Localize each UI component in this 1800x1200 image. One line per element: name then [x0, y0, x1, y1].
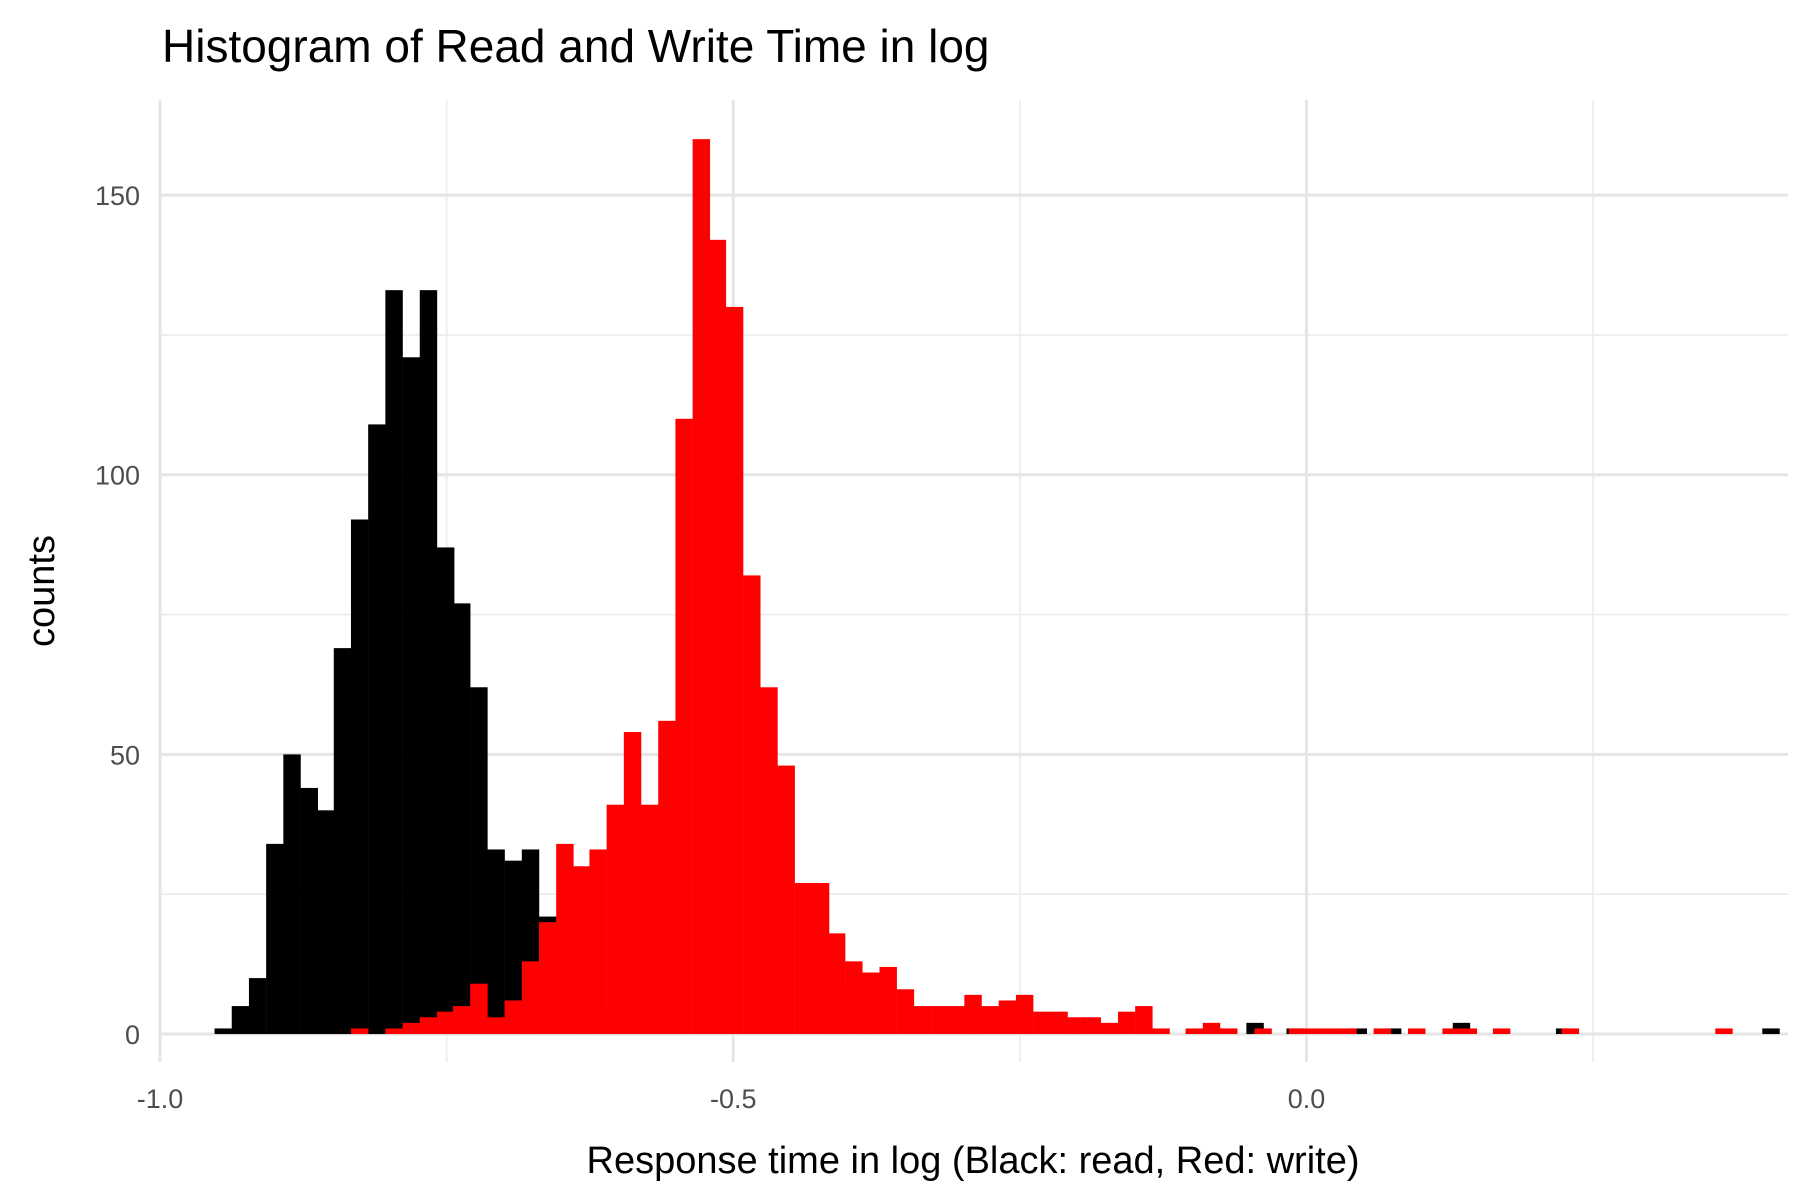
write-histogram-bar: [1459, 1028, 1478, 1035]
read-histogram-bar: [504, 860, 523, 1035]
write-histogram-bar: [1408, 1028, 1426, 1035]
write-histogram-bar: [845, 961, 863, 1035]
read-histogram-bar: [231, 1006, 250, 1035]
write-histogram-bar: [1715, 1028, 1733, 1035]
write-histogram-bar: [1015, 994, 1034, 1035]
read-histogram-bar: [266, 843, 284, 1035]
x-tick-label: 0.0: [1288, 1084, 1326, 1114]
write-histogram-bar: [521, 961, 540, 1035]
read-histogram-bar: [214, 1028, 232, 1035]
write-histogram-bar: [487, 1017, 505, 1035]
write-histogram-bar: [1305, 1028, 1324, 1035]
write-histogram-bar: [794, 883, 813, 1035]
write-histogram-bar: [879, 966, 897, 1035]
write-histogram-bar: [436, 1011, 455, 1035]
write-histogram-bar: [1202, 1022, 1221, 1035]
write-histogram-bar: [1083, 1017, 1101, 1035]
write-histogram-bar: [827, 933, 846, 1035]
x-axis-title: Response time in log (Black: read, Red: …: [587, 1140, 1360, 1182]
write-histogram-bar: [1288, 1028, 1307, 1035]
write-histogram-bar: [692, 139, 711, 1035]
write-histogram-bar: [760, 687, 778, 1035]
write-histogram-bar: [623, 732, 642, 1035]
write-histogram-bar: [504, 1000, 523, 1035]
write-histogram-bar: [896, 989, 915, 1035]
write-histogram-bar: [1323, 1028, 1341, 1035]
read-histogram-bar: [436, 547, 455, 1035]
read-histogram-bar: [248, 978, 267, 1035]
read-histogram-bar: [333, 648, 352, 1035]
write-histogram-bar: [641, 804, 659, 1035]
write-histogram-bar: [453, 1006, 471, 1035]
read-histogram-bar: [316, 810, 335, 1035]
write-histogram-bar: [981, 1006, 999, 1035]
write-histogram-bar: [402, 1022, 420, 1035]
write-histogram-bar: [556, 843, 574, 1035]
write-histogram-bar: [658, 720, 676, 1035]
write-histogram-bar: [1373, 1028, 1392, 1035]
write-histogram-bar: [777, 765, 795, 1035]
chart-title: Histogram of Read and Write Time in log: [162, 20, 990, 72]
write-histogram-bar: [1254, 1028, 1272, 1035]
read-histogram-bar: [470, 687, 488, 1035]
write-histogram-bar: [675, 418, 693, 1035]
read-histogram-bar: [487, 849, 505, 1035]
y-axis-title: counts: [21, 535, 63, 647]
write-histogram-bar: [606, 804, 625, 1035]
read-histogram-bar: [453, 603, 471, 1035]
read-histogram-bar: [368, 424, 386, 1035]
y-tick-labels: 0 50 100 150: [95, 181, 140, 1050]
write-histogram-bar: [862, 972, 880, 1035]
write-histogram-bar: [1185, 1028, 1204, 1035]
y-tick-label: 150: [95, 181, 140, 211]
read-histogram-bar: [300, 787, 318, 1035]
x-tick-label: -1.0: [137, 1084, 184, 1114]
write-histogram-bar: [1067, 1017, 1085, 1035]
write-histogram-bar: [350, 1028, 369, 1035]
write-histogram-bar: [743, 575, 761, 1035]
read-histogram-bar: [402, 357, 420, 1035]
write-histogram-bar: [708, 239, 727, 1035]
write-histogram-bar: [1561, 1028, 1580, 1035]
write-histogram-bar: [1339, 1028, 1357, 1035]
read-histogram-bar: [1762, 1028, 1780, 1035]
read-histogram-bar: [350, 519, 369, 1035]
write-histogram-bar: [913, 1006, 932, 1035]
write-histogram-bar: [1100, 1022, 1119, 1035]
write-histogram-bar: [419, 1017, 438, 1035]
write-histogram-bar: [1152, 1028, 1170, 1035]
x-tick-label: -0.5: [710, 1084, 757, 1114]
write-histogram-bar: [539, 922, 557, 1035]
x-tick-labels: -1.0 -0.5 0.0: [137, 1084, 1326, 1114]
write-histogram-bar: [1050, 1011, 1068, 1035]
write-histogram-bar: [1135, 1006, 1153, 1035]
read-histogram-bar: [419, 290, 438, 1035]
write-series-bars: [350, 139, 1733, 1035]
write-histogram-bar: [964, 994, 982, 1035]
write-histogram-bar: [1492, 1028, 1511, 1035]
write-histogram-bar: [589, 849, 607, 1035]
write-histogram-bar: [572, 866, 590, 1035]
write-histogram-bar: [931, 1006, 949, 1035]
read-histogram-bar: [1383, 1028, 1402, 1035]
write-histogram-bar: [470, 983, 488, 1035]
write-histogram-bar: [1442, 1028, 1460, 1035]
write-histogram-bar: [1033, 1011, 1051, 1035]
read-histogram-bar: [1349, 1028, 1367, 1035]
read-histogram-bar: [283, 754, 301, 1035]
write-histogram-bar: [998, 1000, 1017, 1035]
write-histogram-bar: [1220, 1028, 1238, 1035]
write-histogram-bar: [1117, 1011, 1136, 1035]
write-histogram-bar: [811, 883, 830, 1035]
read-histogram-bar: [385, 290, 403, 1035]
read-series-bars: [214, 290, 1780, 1035]
write-histogram-bar: [725, 306, 744, 1035]
y-tick-label: 100: [95, 461, 140, 491]
write-histogram-bar: [948, 1006, 966, 1035]
write-histogram-bar: [385, 1028, 403, 1035]
y-tick-label: 50: [110, 740, 140, 770]
y-tick-label: 0: [125, 1020, 140, 1050]
